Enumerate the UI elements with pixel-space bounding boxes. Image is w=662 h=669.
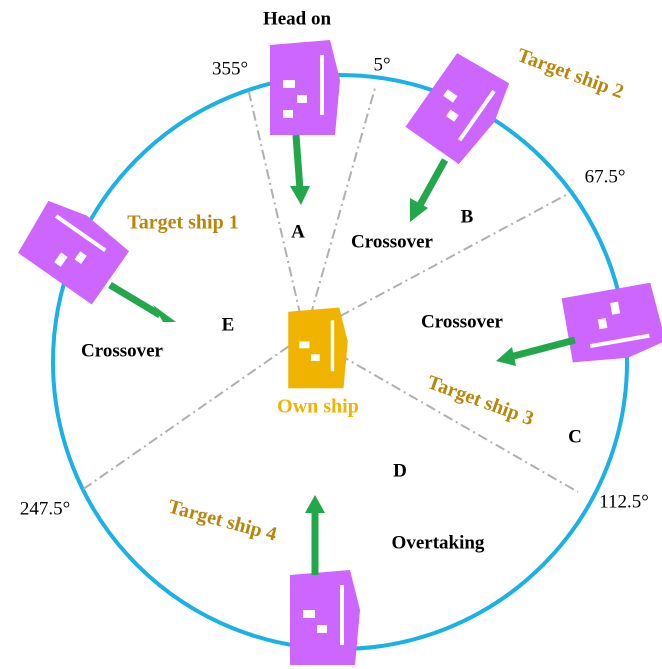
sector-lines [82, 88, 578, 492]
head-on-ship [270, 40, 340, 135]
angle-label: 112.5° [599, 491, 649, 512]
encounter-label: Crossover [351, 231, 434, 252]
angle-label: 67.5° [585, 166, 626, 187]
encounter-label: Crossover [421, 311, 504, 332]
target-label: Target ship 4 [166, 496, 279, 546]
target-label: Target ship 3 [424, 371, 536, 430]
encounter-diagram: Head on 355° 5° Target ship 2 67.5° Targ… [0, 0, 662, 669]
target-label: Target ship 1 [127, 212, 239, 234]
sector-label: E [222, 314, 235, 335]
sector-label: D [393, 460, 407, 481]
sector-label: C [568, 426, 582, 447]
target-ship-4 [290, 570, 360, 665]
angle-label: 247.5° [20, 498, 70, 519]
angle-label: 355° [212, 58, 248, 79]
own-ship-icon [288, 308, 348, 389]
label: Head on [263, 8, 332, 29]
encounter-label: Crossover [81, 340, 164, 361]
encounter-label: Overtaking [392, 532, 485, 553]
angle-label: 5° [373, 54, 390, 75]
own-ship-label: Own ship [277, 396, 359, 418]
sector-label: B [461, 206, 474, 227]
target-ship-2 [406, 49, 518, 167]
target-label: Target ship 2 [514, 44, 626, 103]
target-ship-3 [562, 282, 662, 367]
sector-label: A [291, 221, 305, 242]
